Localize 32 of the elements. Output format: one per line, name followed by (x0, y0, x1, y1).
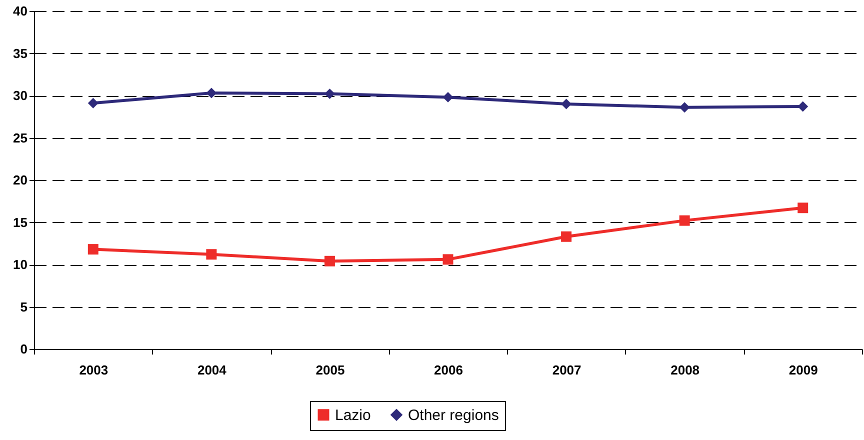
y-tick-label: 25 (13, 130, 28, 146)
x-tick-label: 2004 (197, 362, 228, 378)
point (679, 102, 690, 113)
point (88, 244, 98, 255)
y-tick-label: 35 (13, 46, 28, 61)
legend-label: Other regions (408, 406, 499, 424)
y-tick-label: 30 (13, 88, 28, 103)
x-tick-label: 2005 (316, 362, 345, 378)
point (798, 202, 808, 214)
point (206, 249, 217, 260)
point (561, 98, 572, 110)
y-tick-label: 40 (13, 4, 28, 18)
x-tick-label: 2003 (79, 362, 108, 378)
point (679, 215, 690, 226)
point (88, 98, 98, 108)
point (206, 88, 217, 98)
point (798, 101, 808, 112)
y-tick-label: 5 (20, 299, 28, 314)
y-tick-label: 10 (13, 257, 28, 272)
point (324, 256, 335, 266)
y-tick-label: 0 (20, 342, 28, 356)
x-tick-label: 2007 (552, 362, 582, 378)
x-tick-label: 2009 (788, 362, 818, 378)
x-tick-label: 2006 (434, 362, 463, 378)
point (324, 88, 335, 100)
point (442, 92, 454, 102)
y-tick-label: 15 (13, 214, 28, 230)
y-tick-label: 20 (13, 172, 28, 188)
point (561, 231, 572, 242)
legend-label: Lazio (335, 406, 371, 424)
point (442, 254, 454, 265)
x-tick-label: 2008 (670, 362, 700, 378)
